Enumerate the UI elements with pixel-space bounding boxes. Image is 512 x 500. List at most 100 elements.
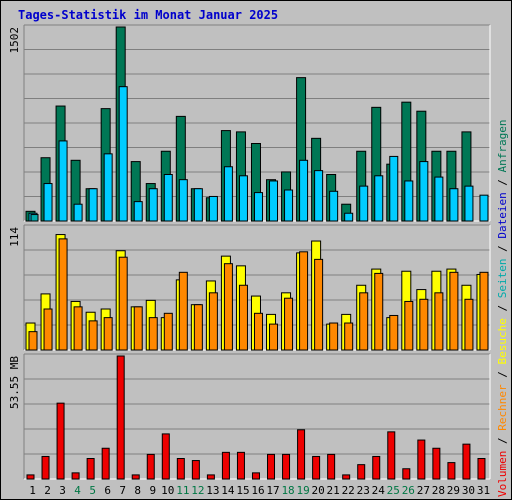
chart-panels: 1502 114 53.55 MB (8, 24, 491, 480)
bar-dateien-day-18 (284, 189, 294, 222)
x-tick-label: 12 (191, 484, 204, 497)
bar-dateien-day-6 (103, 153, 113, 222)
bar-volumen-day-5 (86, 458, 95, 480)
y-axis-max-label-middle: 114 (8, 227, 21, 247)
bar-volumen-day-30 (462, 443, 471, 480)
x-tick-label: 13 (206, 484, 219, 497)
bar-rechner-day-13 (208, 292, 218, 351)
bar-seiten-day-1 (30, 214, 39, 222)
bar-rechner-day-4 (73, 306, 83, 351)
bar-rechner-day-5 (88, 320, 98, 351)
legend-item-dateien: Dateien (496, 192, 509, 238)
bar-dateien-day-8 (133, 201, 143, 222)
x-tick-label: 10 (161, 484, 174, 497)
bar-volumen-day-20 (312, 455, 321, 480)
bar-rechner-day-14 (223, 263, 233, 351)
y-axis-max-label-bottom: 53.55 MB (8, 356, 21, 409)
bar-volumen-day-16 (251, 472, 260, 480)
bar-rechner-day-9 (148, 317, 158, 351)
bar-dateien-day-13 (208, 195, 218, 222)
bar-rechner-day-6 (103, 317, 113, 351)
bar-volumen-day-11 (176, 458, 185, 480)
x-tick-label: 16 (251, 484, 264, 497)
x-tick-label: 31 (477, 484, 490, 497)
bar-rechner-day-15 (238, 284, 248, 351)
bar-volumen-day-9 (146, 453, 155, 480)
bar-volumen-day-23 (357, 464, 366, 480)
x-tick-label: 20 (312, 484, 325, 497)
legend-item-seiten: Seiten (496, 259, 509, 299)
bar-rechner-day-17 (269, 323, 279, 351)
bar-rechner-day-24 (374, 272, 384, 351)
x-tick-label: 19 (296, 484, 309, 497)
bar-rechner-day-22 (344, 322, 354, 351)
bar-volumen-day-26 (402, 468, 411, 480)
bar-rechner-day-7 (118, 256, 128, 351)
bar-dateien-day-4 (73, 203, 83, 222)
bar-rechner-day-16 (253, 312, 263, 351)
x-tick-label: 30 (462, 484, 475, 497)
legend-separator: / (496, 239, 509, 259)
bar-volumen-day-12 (191, 460, 200, 480)
bar-rechner-day-28 (434, 292, 444, 351)
bar-volumen-day-24 (372, 455, 381, 480)
bar-rechner-day-11 (178, 271, 188, 351)
bar-volumen-day-28 (432, 447, 441, 480)
x-tick-label: 8 (134, 484, 141, 497)
legend-separator: / (496, 172, 509, 192)
bar-rechner-day-1 (28, 331, 38, 351)
bar-dateien-day-28 (434, 176, 444, 222)
x-tick-label: 1 (29, 484, 36, 497)
bar-dateien-day-20 (314, 170, 324, 222)
bar-dateien-day-30 (464, 185, 474, 222)
x-tick-label: 15 (236, 484, 249, 497)
bar-rechner-day-10 (163, 312, 173, 351)
bar-volumen-day-14 (221, 451, 230, 480)
bar-volumen-day-25 (387, 431, 396, 480)
bar-volumen-day-31 (477, 458, 486, 480)
x-tick-label: 6 (104, 484, 111, 497)
bar-rechner-day-23 (359, 292, 369, 351)
x-tick-label: 28 (432, 484, 445, 497)
bar-dateien-day-16 (253, 192, 263, 222)
x-axis-day-labels: 1 2 3 4 5 6 7 8 9 10 11 12 13 14 15 16 17 18 19 20 21 22 23 24 2… (29, 484, 490, 497)
legend-item-besuche: Besuche (496, 318, 509, 364)
bar-dateien-day-14 (223, 166, 233, 222)
x-tick-label: 17 (266, 484, 279, 497)
bar-rechner-day-8 (133, 306, 143, 351)
bar-dateien-day-12 (193, 188, 203, 222)
bar-volumen-day-22 (342, 474, 351, 480)
bar-dateien-day-25 (389, 155, 399, 222)
bar-rechner-day-30 (464, 298, 474, 351)
legend-separator: / (496, 365, 509, 385)
x-tick-label: 22 (342, 484, 355, 497)
bar-volumen-day-18 (282, 453, 291, 480)
y-axis-max-label-top: 1502 (8, 27, 21, 54)
bar-dateien-day-5 (88, 188, 98, 222)
bar-dateien-day-17 (269, 180, 279, 222)
bar-dateien-day-29 (449, 188, 459, 222)
bar-rechner-day-2 (43, 308, 53, 351)
legend-item-anfragen: Anfragen (496, 119, 509, 172)
legend-separator: / (496, 431, 509, 451)
bar-dateien-day-23 (359, 185, 369, 222)
bar-volumen-day-17 (267, 453, 276, 480)
bar-dateien-day-19 (299, 159, 309, 222)
bar-volumen-day-15 (236, 451, 245, 480)
x-tick-label: 29 (447, 484, 460, 497)
bar-volumen-day-7 (116, 355, 125, 480)
x-tick-label: 5 (89, 484, 96, 497)
bar-rechner-day-26 (404, 300, 414, 351)
chart-title: Tages-Statistik im Monat Januar 2025 (18, 8, 278, 22)
bar-dateien-day-2 (43, 183, 53, 222)
bar-volumen-day-8 (131, 474, 140, 480)
bar-dateien-day-21 (329, 190, 339, 222)
bar-volumen-day-29 (447, 462, 456, 480)
bar-rechner-day-3 (58, 238, 68, 351)
bar-rechner-day-21 (329, 322, 339, 351)
bar-dateien-day-11 (178, 179, 188, 222)
legend-item-volumen: Volumen (496, 451, 509, 497)
x-tick-label: 2 (44, 484, 51, 497)
bar-dateien-day-22 (344, 212, 354, 222)
